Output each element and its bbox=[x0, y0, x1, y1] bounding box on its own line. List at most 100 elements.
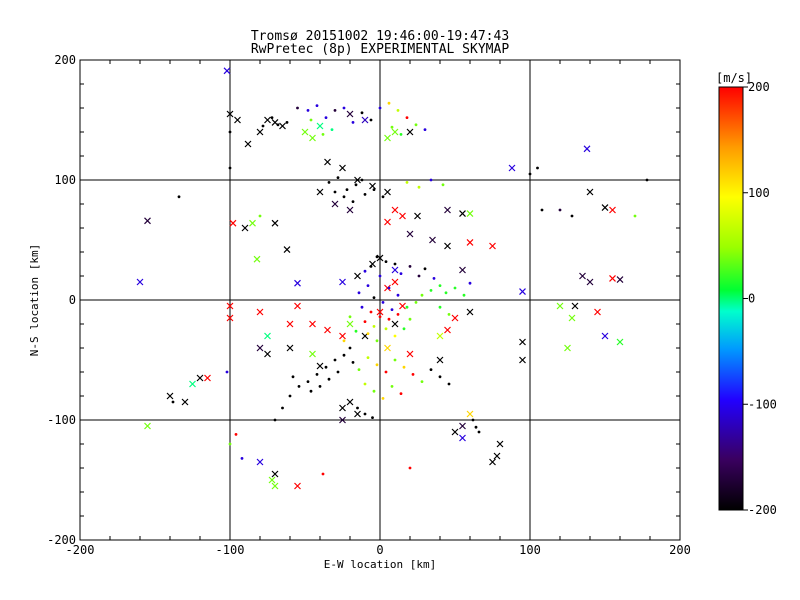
data-point-dot bbox=[384, 327, 388, 331]
data-point-x bbox=[399, 212, 406, 220]
data-point-x bbox=[451, 428, 459, 436]
data-point-dot bbox=[336, 176, 340, 180]
data-point-x bbox=[339, 332, 346, 340]
data-point-dot bbox=[281, 406, 284, 410]
colorbar-tick-label: 100 bbox=[748, 186, 770, 200]
data-point-dot bbox=[356, 406, 359, 410]
data-point-dot bbox=[327, 377, 331, 381]
data-point-x bbox=[136, 278, 144, 286]
data-point-x bbox=[283, 246, 291, 254]
data-point-dot bbox=[363, 412, 367, 416]
data-point-x bbox=[226, 314, 234, 322]
data-point-dot bbox=[399, 392, 403, 395]
data-point-dot bbox=[342, 353, 346, 357]
data-point-x bbox=[196, 374, 204, 382]
data-point-dot bbox=[296, 106, 299, 110]
data-point-dot bbox=[417, 185, 421, 189]
data-point-dot bbox=[273, 418, 277, 422]
data-point-dot bbox=[228, 166, 232, 170]
data-point-x bbox=[609, 274, 616, 282]
data-point-x bbox=[264, 116, 271, 124]
data-point-dot bbox=[357, 368, 361, 371]
data-point-dot bbox=[540, 208, 544, 212]
data-point-dot bbox=[371, 416, 374, 419]
chart-title-line1: Tromsø 20151002 19:46:00-19:47:43 bbox=[250, 29, 510, 44]
data-point-x bbox=[271, 470, 279, 478]
data-point-dot bbox=[315, 373, 319, 376]
data-point-x bbox=[459, 266, 466, 274]
data-point-x bbox=[223, 67, 231, 75]
data-point-dot bbox=[330, 128, 334, 132]
data-point-dot bbox=[381, 397, 385, 400]
data-point-x bbox=[256, 344, 264, 352]
data-point-x bbox=[271, 219, 279, 227]
data-point-dot bbox=[276, 123, 280, 127]
data-point-dot bbox=[324, 365, 328, 369]
data-point-x bbox=[376, 308, 384, 316]
data-point-dot bbox=[405, 116, 409, 119]
x-tick-label: -200 bbox=[66, 543, 95, 557]
data-point-dot bbox=[633, 214, 637, 218]
data-point-x bbox=[346, 206, 354, 214]
data-point-dot bbox=[363, 269, 367, 273]
data-point-dot bbox=[390, 125, 394, 129]
data-point-x bbox=[144, 217, 151, 225]
data-point-dot bbox=[384, 370, 388, 374]
data-point-dot bbox=[372, 389, 376, 393]
data-point-dot bbox=[369, 118, 373, 122]
data-point-dot bbox=[402, 365, 406, 369]
data-point-dot bbox=[321, 133, 325, 136]
data-point-x bbox=[286, 320, 294, 328]
data-point-x bbox=[391, 320, 399, 328]
data-point-dot bbox=[297, 385, 301, 388]
data-point-dot bbox=[570, 214, 574, 218]
data-point-dot bbox=[414, 123, 418, 127]
data-point-dot bbox=[381, 195, 385, 199]
data-point-dot bbox=[228, 442, 232, 446]
data-point-dot bbox=[342, 195, 346, 199]
data-point-dot bbox=[351, 361, 355, 364]
data-point-x bbox=[579, 272, 586, 280]
data-point-dot bbox=[348, 346, 352, 350]
data-point-x bbox=[226, 110, 234, 118]
data-point-x bbox=[384, 284, 391, 292]
data-point-x bbox=[444, 206, 451, 214]
data-point-dot bbox=[369, 310, 373, 314]
data-point-x bbox=[324, 158, 331, 166]
data-point-dot bbox=[342, 106, 346, 110]
data-point-dot bbox=[354, 183, 358, 187]
data-point-x bbox=[384, 344, 391, 352]
data-point-x bbox=[189, 380, 196, 388]
data-point-x bbox=[459, 210, 466, 218]
data-point-x bbox=[466, 210, 474, 218]
data-point-dot bbox=[327, 181, 331, 184]
data-point-x bbox=[436, 332, 444, 340]
data-point-x bbox=[586, 278, 594, 286]
data-point-dot bbox=[429, 178, 433, 182]
data-point-dot bbox=[390, 385, 394, 388]
data-point-dot bbox=[363, 320, 367, 323]
data-point-dot bbox=[387, 317, 391, 321]
data-point-x bbox=[369, 182, 376, 190]
data-point-dot bbox=[342, 339, 346, 343]
data-point-x bbox=[309, 350, 316, 358]
data-point-x bbox=[294, 482, 301, 490]
data-point-dot bbox=[351, 200, 355, 204]
scatter-points bbox=[136, 67, 649, 490]
data-point-dot bbox=[369, 265, 373, 268]
data-point-dot bbox=[333, 109, 337, 112]
data-point-dot bbox=[420, 380, 424, 383]
data-point-dot bbox=[225, 370, 229, 374]
data-point-x bbox=[346, 320, 354, 328]
data-point-x bbox=[226, 302, 234, 310]
data-point-x bbox=[496, 440, 504, 448]
data-point-x bbox=[339, 404, 346, 412]
data-point-x bbox=[346, 110, 354, 118]
data-point-dot bbox=[348, 315, 352, 319]
data-point-x bbox=[331, 200, 339, 208]
data-point-dot bbox=[234, 433, 238, 436]
data-point-dot bbox=[396, 293, 400, 297]
data-point-dot bbox=[321, 472, 325, 476]
data-point-dot bbox=[309, 389, 313, 393]
